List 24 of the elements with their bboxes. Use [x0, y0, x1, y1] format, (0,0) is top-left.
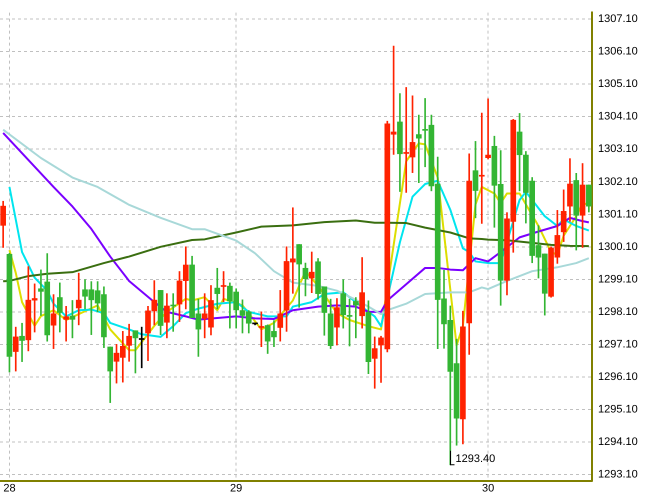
candlestick: [70, 300, 76, 338]
y-tick-label: 1297.10: [598, 338, 638, 350]
candlestick: [220, 271, 226, 302]
y-tick-label: 1294.10: [598, 436, 638, 448]
y-tick-label: 1304.10: [598, 110, 638, 123]
y-tick-label: 1306.10: [598, 46, 638, 58]
x-tick-label: 30: [482, 482, 494, 495]
x-tick-label: 28: [3, 482, 16, 495]
y-tick-label: 1305.10: [598, 78, 638, 90]
y-tick-label: 1301.10: [598, 208, 638, 220]
annotation: 1293.40: [456, 452, 496, 465]
y-tick-label: 1300.10: [598, 240, 638, 253]
y-tick-label: 1295.10: [598, 403, 638, 416]
y-tick-label: 1296.10: [598, 370, 638, 383]
y-tick-label: 1299.10: [598, 273, 638, 286]
y-tick-label: 1307.10: [598, 13, 638, 26]
y-tick-label: 1298.10: [598, 306, 638, 318]
candlestick: [50, 294, 56, 349]
y-tick-label: 1302.10: [598, 176, 638, 188]
y-tick-label: 1303.10: [598, 143, 638, 156]
candlestick: [346, 298, 352, 346]
candlestick: [19, 322, 25, 362]
y-tick-label: 1293.10: [598, 468, 638, 481]
x-tick-label: 29: [230, 482, 242, 495]
